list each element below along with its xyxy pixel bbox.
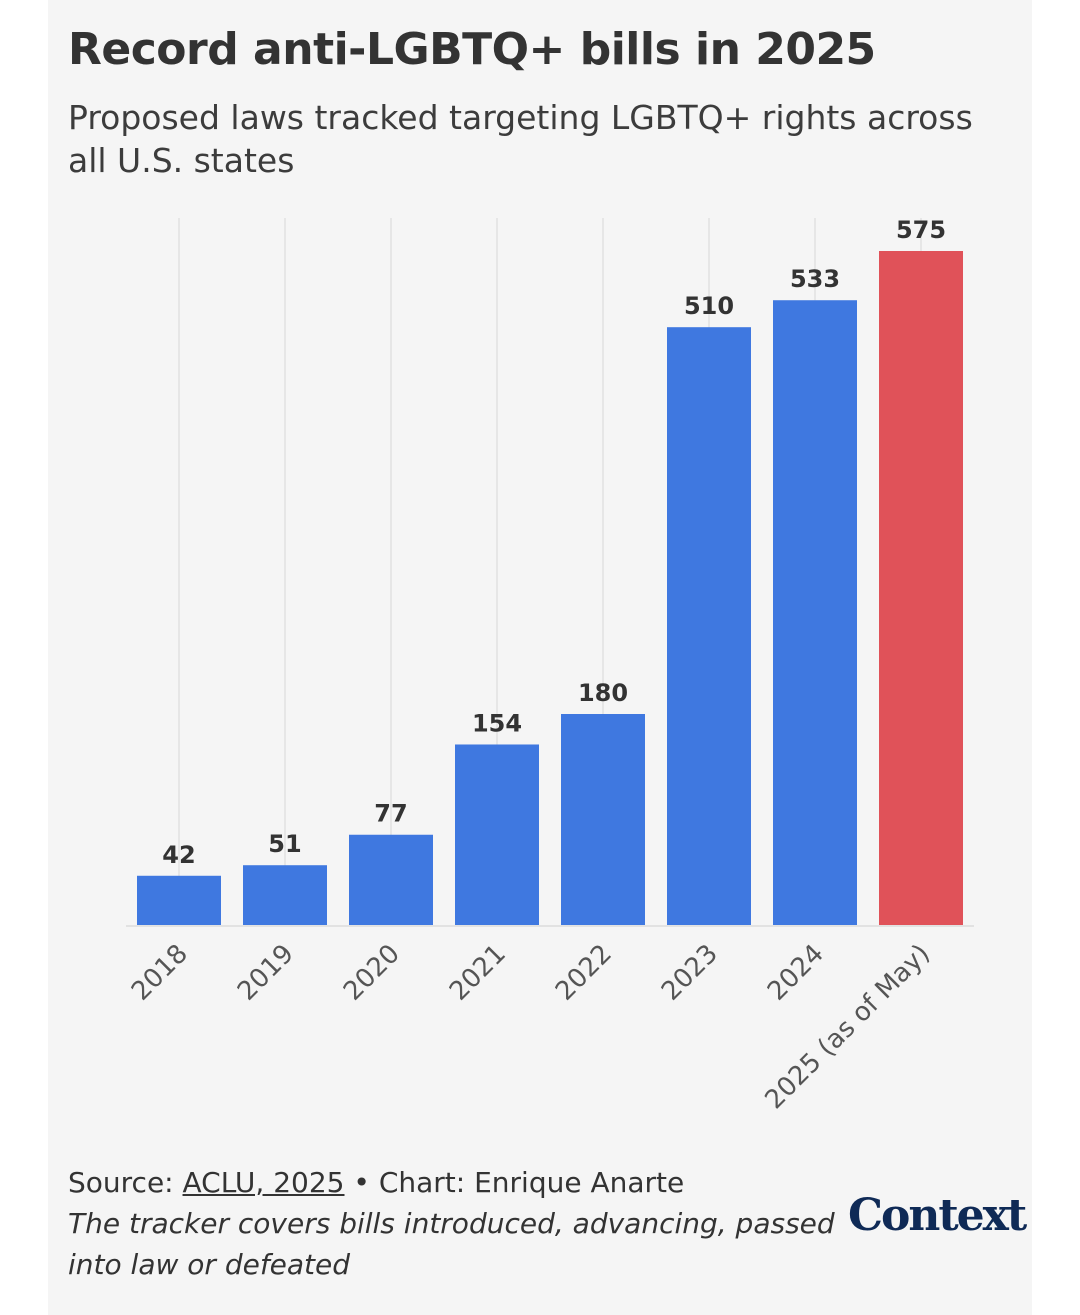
- x-tick-label: 2022: [550, 939, 618, 1007]
- x-tick-label: 2020: [338, 939, 406, 1007]
- context-logo: Context: [848, 1190, 1027, 1241]
- chart-subtitle: Proposed laws tracked targeting LGBTQ+ r…: [68, 98, 973, 180]
- data-label: 575: [896, 216, 946, 244]
- data-label: 510: [684, 292, 734, 320]
- source-link[interactable]: ACLU, 2025: [182, 1166, 345, 1199]
- footer: Source: ACLU, 2025 • Chart: Enrique Anar…: [68, 1162, 848, 1285]
- bar: [243, 865, 327, 925]
- bar-chart: 42 2018 51 2019 77 2020 154 2021 180 2022 510 2023 5…: [126, 216, 974, 1115]
- footer-note: The tracker covers bills introduced, adv…: [68, 1207, 835, 1281]
- chart-credit: • Chart: Enrique Anarte: [344, 1166, 685, 1199]
- bar: [667, 327, 751, 926]
- chart-title: Record anti-LGBTQ+ bills in 2025: [68, 24, 876, 75]
- x-tick-label: 2019: [232, 939, 300, 1007]
- data-label: 180: [578, 679, 628, 707]
- x-tick-label: 2018: [126, 939, 194, 1007]
- bar: [455, 744, 539, 925]
- bar: [879, 251, 963, 925]
- bar: [773, 300, 857, 925]
- bar: [137, 875, 221, 925]
- data-label: 154: [472, 709, 522, 737]
- data-label: 51: [268, 830, 301, 858]
- chart-card: [48, 0, 1032, 1315]
- bar: [349, 834, 433, 925]
- source-prefix: Source:: [68, 1166, 183, 1199]
- data-label: 42: [162, 841, 195, 869]
- x-tick-label: 2024: [762, 939, 830, 1007]
- x-tick-label: 2023: [656, 939, 724, 1007]
- data-label: 77: [374, 800, 407, 828]
- source-line: Source: ACLU, 2025 • Chart: Enrique Anar…: [68, 1162, 848, 1203]
- bar: [561, 714, 645, 925]
- x-tick-label: 2021: [444, 939, 512, 1007]
- data-label: 533: [790, 265, 840, 293]
